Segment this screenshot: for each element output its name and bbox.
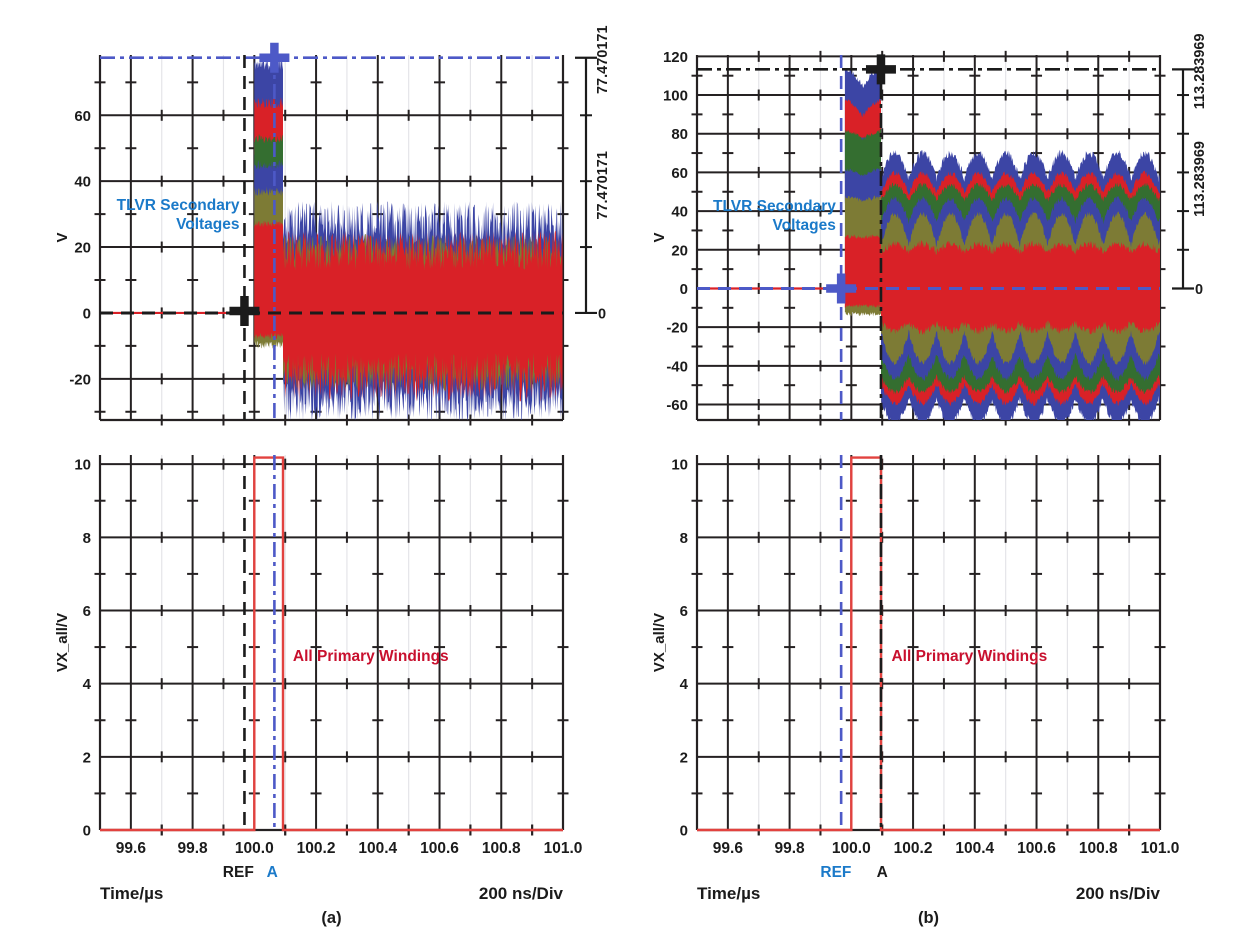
chart-primary-a: 0 2 4 6 8 10 VX_all/V 99.6 99.8 100.0 100.2 100.4 10… [54, 455, 582, 927]
cursors-primary-b [839, 455, 883, 830]
cursor-value-top: 113.283969 [1192, 33, 1208, 109]
x-tick-label: 99.6 [116, 840, 147, 857]
steady-band-red [283, 230, 563, 402]
y-tick-label: 0 [680, 281, 688, 298]
annotation-line: TLVR Secondary [117, 197, 240, 214]
x-tick-label: 100.6 [1017, 840, 1056, 857]
right-scale-secondary-a: 77.470171 77.470171 0 [575, 25, 611, 322]
y-tick-label: 2 [83, 749, 91, 766]
y-tick-label: 4 [680, 676, 689, 693]
y-tick-label: 40 [74, 174, 91, 191]
burst-band-green [844, 129, 881, 179]
waveform-secondary-b [697, 66, 1160, 420]
cursor-value-zero: 0 [598, 306, 606, 322]
y-axis-label: V [54, 232, 71, 242]
y-tick-label: -20 [69, 371, 91, 388]
burst-band-red [844, 234, 881, 308]
ref-cursor-label: REF [223, 864, 254, 881]
a-cursor-label: A [877, 864, 888, 881]
y-axis-label: VX_all/V [54, 613, 71, 672]
subfigure-label: (a) [321, 909, 341, 927]
annotation-line: All Primary Windings [293, 648, 449, 665]
cursors-primary-a [243, 455, 276, 830]
y-tick-label: 10 [74, 457, 91, 474]
x-axis-label: Time/µs [100, 884, 163, 903]
a-cursor-label: A [267, 864, 278, 881]
chart-secondary-b: -60-40-20020406080100120V113.283969113.2… [651, 33, 1208, 426]
x-tick-label: 101.0 [544, 840, 583, 857]
y-tick-label: 60 [74, 108, 91, 125]
x-tick-label: 100.0 [832, 840, 871, 857]
cursors-secondary-b [697, 54, 1160, 420]
ref-cursor-label: REF [820, 864, 851, 881]
y-tick-label: 6 [680, 603, 688, 620]
y-tick-label: -20 [666, 320, 688, 337]
cursor-value-top: 77.470171 [595, 25, 611, 94]
annotation-line: TLVR Secondary [713, 198, 836, 215]
primary-pulse-trace [100, 456, 563, 832]
waveform-secondary-a [100, 56, 563, 420]
y-tick-label: 60 [671, 165, 688, 182]
x-tick-label: 100.4 [955, 840, 994, 857]
y-tick-label: -40 [666, 358, 688, 375]
y-tick-label: 120 [663, 49, 688, 66]
y-tick-label: 80 [671, 126, 688, 143]
x-tick-label: 99.8 [178, 840, 209, 857]
y-tick-label: 0 [680, 823, 688, 840]
x-tick-label: 100.2 [297, 840, 336, 857]
cursor-value-mid: 77.470171 [595, 151, 611, 220]
y-axis-label: V [651, 232, 668, 242]
x-tick-label: 100.8 [1079, 840, 1118, 857]
y-tick-label: 4 [83, 676, 92, 693]
annotation-line: All Primary Windings [891, 648, 1047, 665]
burst-band-blue [844, 168, 881, 204]
subfigure-label: (b) [918, 909, 939, 927]
burst-band-red [254, 220, 283, 340]
y-tick-label: 100 [663, 88, 688, 105]
annotation-line: Voltages [176, 216, 239, 233]
chart-primary-b: 0 2 4 6 8 10 VX_all/V 99.6 99.8 100.0 100.2 100.4 10… [651, 455, 1179, 927]
time-per-div-label: 200 ns/Div [479, 884, 564, 903]
y-tick-label: -60 [666, 397, 688, 414]
y-tick-label: 0 [83, 823, 91, 840]
x-axis-label: Time/µs [697, 884, 760, 903]
y-tick-label: 2 [680, 749, 688, 766]
grid-primary-b [691, 455, 1166, 836]
y-tick-label: 8 [83, 530, 91, 547]
chart-secondary-a: -20 0 20 40 60 V 77.470171 77.470171 0 TLVR Secon… [54, 25, 611, 426]
primary-pulse-trace [697, 456, 1160, 832]
y-tick-label: 20 [74, 240, 91, 257]
x-tick-label: 100.8 [482, 840, 521, 857]
x-tick-label: 100.4 [358, 840, 397, 857]
y-tick-label: 6 [83, 603, 91, 620]
y-tick-label: 20 [671, 242, 688, 259]
x-tick-label: 101.0 [1141, 840, 1180, 857]
burst-band-red [844, 98, 881, 138]
grid-primary-a [94, 455, 569, 836]
y-tick-label: 10 [671, 457, 688, 474]
cursor-value-zero: 0 [1195, 282, 1203, 298]
cursor-value-mid: 113.283969 [1192, 141, 1208, 217]
annotation-line: Voltages [772, 217, 835, 234]
y-tick-label: 40 [671, 204, 688, 221]
x-tick-label: 99.8 [775, 840, 806, 857]
x-tick-label: 100.6 [420, 840, 459, 857]
right-scale-secondary-b: 113.283969 113.283969 0 [1172, 33, 1208, 298]
time-per-div-label: 200 ns/Div [1076, 884, 1161, 903]
y-axis-label: VX_all/V [651, 613, 668, 672]
x-tick-label: 100.2 [894, 840, 933, 857]
x-tick-label: 100.0 [235, 840, 274, 857]
y-tick-label: 0 [83, 305, 91, 322]
cursors-secondary-a [100, 42, 563, 420]
y-tick-label: 8 [680, 530, 688, 547]
x-tick-label: 99.6 [713, 840, 744, 857]
